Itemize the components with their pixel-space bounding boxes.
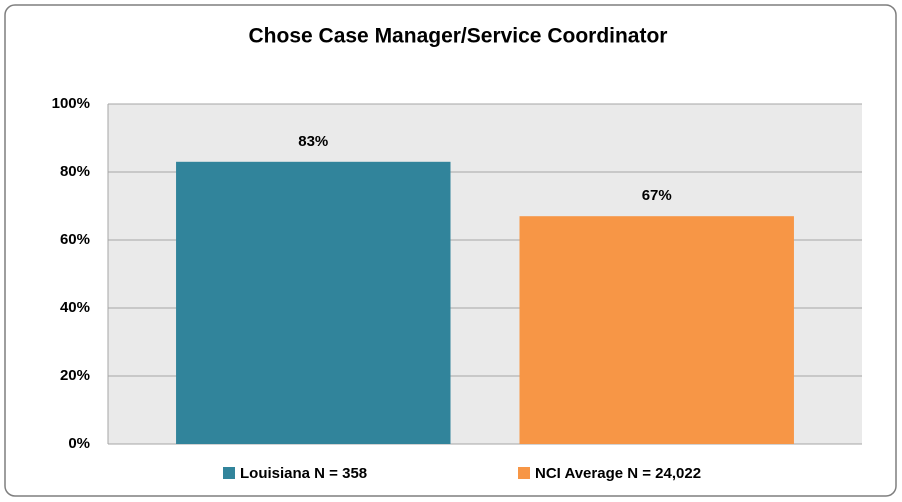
y-tick-label: 40%: [60, 299, 90, 316]
y-tick-label: 60%: [60, 231, 90, 248]
y-tick-label: 80%: [60, 163, 90, 180]
bar: [176, 161, 451, 445]
legend-label: NCI Average N = 24,022: [535, 465, 701, 482]
bar: [519, 216, 794, 444]
value-label: 83%: [298, 133, 328, 150]
legend-label: Louisiana N = 358: [240, 465, 367, 482]
chart-title: Chose Case Manager/Service Coordinator: [249, 25, 668, 48]
legend-swatch: [518, 467, 530, 479]
y-tick-label: 20%: [60, 367, 90, 384]
y-tick-label: 100%: [52, 95, 90, 112]
legend-swatch: [223, 467, 235, 479]
value-label: 67%: [642, 187, 672, 204]
y-tick-label: 0%: [68, 435, 90, 452]
